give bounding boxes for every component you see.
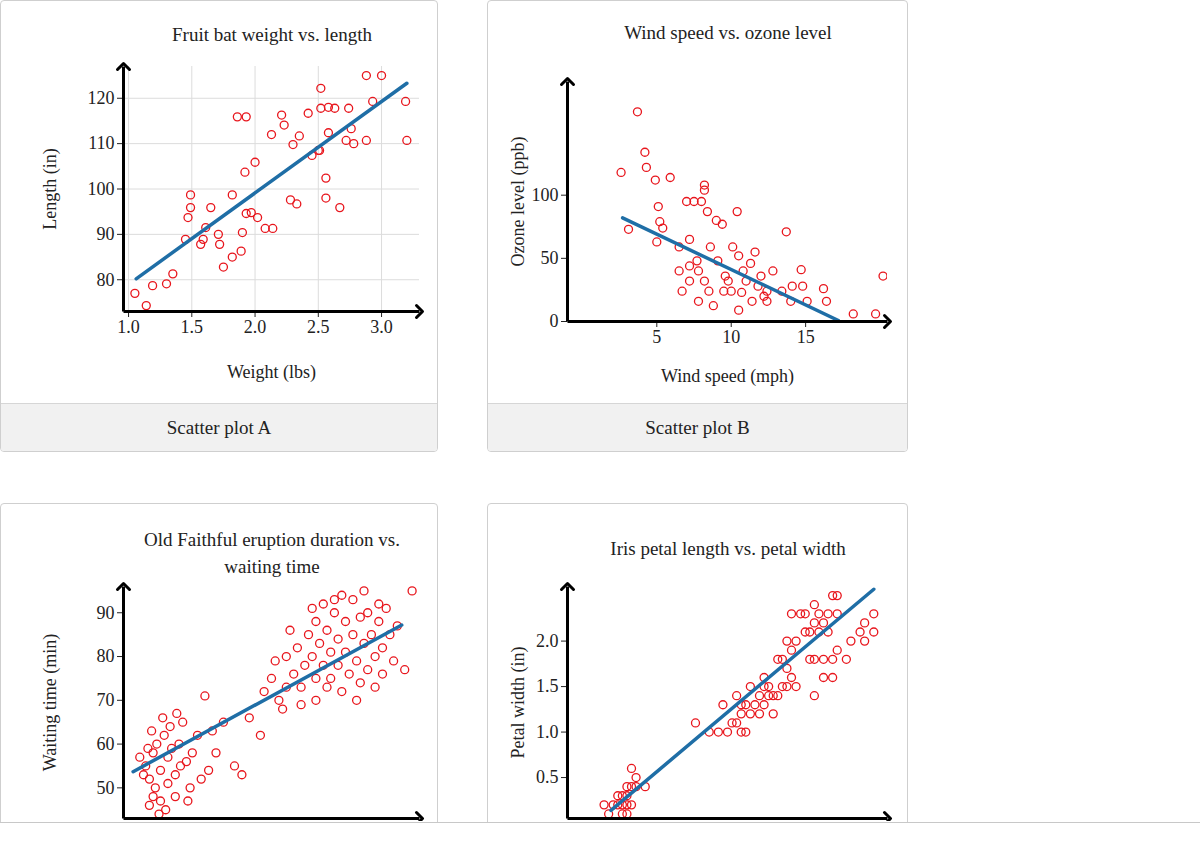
- svg-text:1.0: 1.0: [536, 722, 559, 742]
- svg-text:110: 110: [88, 133, 114, 153]
- html-text:Wind speed vs. ozone level: Wind speed vs. ozone level: [624, 22, 832, 43]
- svg-text:Wind speed (mph): Wind speed (mph): [661, 366, 794, 387]
- svg-text:Ozone level (ppb): Ozone level (ppb): [508, 137, 529, 267]
- svg-text:15: 15: [797, 327, 815, 347]
- svg-text:80: 80: [97, 646, 115, 666]
- svg-text:2.0: 2.0: [244, 317, 266, 337]
- svg-text:1.0: 1.0: [117, 317, 140, 337]
- svg-text:70: 70: [97, 690, 115, 710]
- svg-text:3.0: 3.0: [370, 317, 393, 337]
- svg-text:90: 90: [97, 224, 115, 244]
- svg-text:0.5: 0.5: [536, 767, 559, 787]
- svg-text:1.5: 1.5: [181, 317, 204, 337]
- svg-text:1.5: 1.5: [536, 676, 559, 696]
- svg-text:Weight (lbs): Weight (lbs): [227, 362, 316, 383]
- svg-text:2.5: 2.5: [307, 317, 330, 337]
- svg-text:2.0: 2.0: [536, 631, 559, 651]
- html-text:Scatter plot A: Scatter plot A: [166, 417, 272, 438]
- html-text:Fruit bat weight vs. length: Fruit bat weight vs. length: [172, 24, 372, 45]
- svg-text:10: 10: [722, 327, 740, 347]
- svg-text:Length (in): Length (in): [40, 148, 61, 229]
- svg-text:0: 0: [550, 311, 559, 331]
- svg-text:100: 100: [532, 185, 559, 205]
- svg-text:60: 60: [97, 734, 115, 754]
- html-text:Old Faithful eruption duration: Old Faithful eruption duration vs. waiti…: [144, 529, 400, 577]
- svg-text:50: 50: [97, 778, 115, 798]
- svg-text:50: 50: [541, 248, 559, 268]
- svg-text:80: 80: [97, 270, 115, 290]
- html-text:Iris petal length vs. petal wi: Iris petal length vs. petal width: [610, 538, 846, 559]
- svg-text:Petal width (in): Petal width (in): [508, 647, 529, 759]
- svg-text:100: 100: [88, 179, 115, 199]
- svg-text:120: 120: [88, 88, 115, 108]
- svg-text:90: 90: [97, 603, 115, 623]
- svg-text:5: 5: [652, 327, 661, 347]
- html-text:Scatter plot B: Scatter plot B: [645, 417, 750, 438]
- svg-text:Waiting time (min): Waiting time (min): [40, 634, 61, 772]
